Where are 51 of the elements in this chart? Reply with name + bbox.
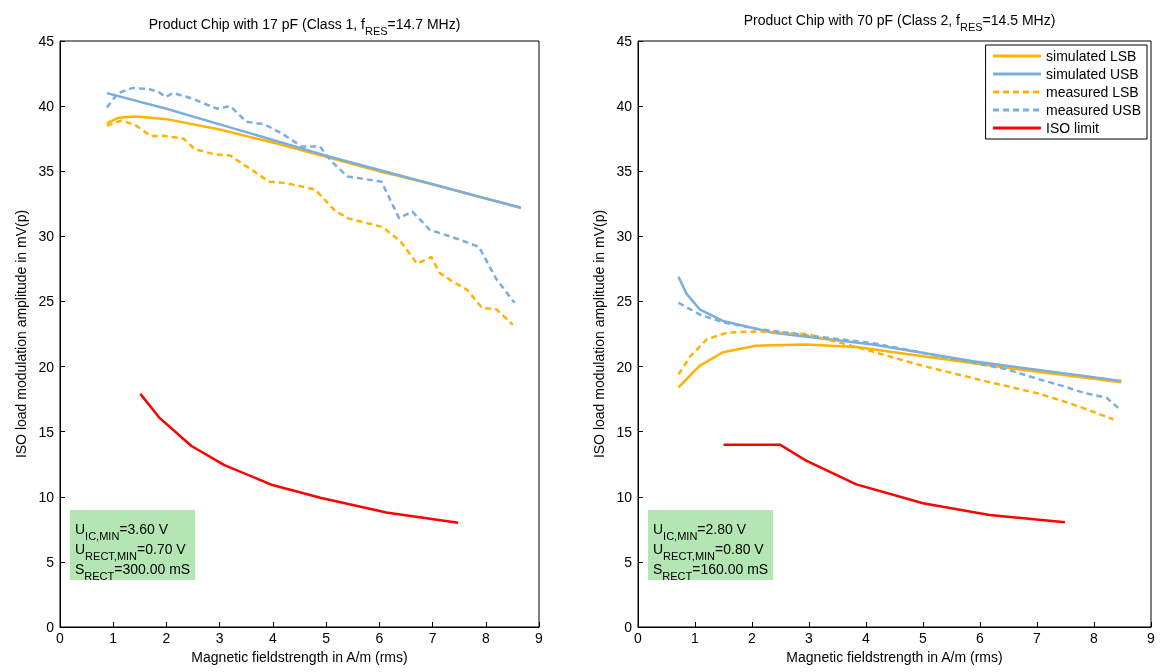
line-series <box>139 392 460 525</box>
y-tick-label: 45 <box>616 33 633 49</box>
x-tick-label: 9 <box>1147 630 1156 646</box>
legend-label: simulated LSB <box>1046 48 1137 64</box>
x-tick-label: 1 <box>691 630 700 646</box>
y-tick-label: 35 <box>38 163 55 180</box>
y-tick-label: 5 <box>624 553 633 570</box>
x-tick-label: 4 <box>862 630 871 646</box>
x-tick-label: 1 <box>109 630 118 646</box>
legend-label: ISO limit <box>1046 120 1100 136</box>
x-tick-label: 8 <box>1090 630 1099 646</box>
legend-label: simulated USB <box>1046 66 1139 82</box>
y-tick-label: 5 <box>46 553 55 570</box>
x-tick-label: 8 <box>481 630 490 646</box>
x-tick-label: 5 <box>919 630 928 646</box>
y-tick-label: 35 <box>616 163 633 180</box>
line-series <box>722 443 1067 524</box>
y-tick-label: 10 <box>616 488 633 505</box>
y-axis-title: ISO load modulation amplitude in mV(p) <box>590 209 607 459</box>
x-tick-label: 6 <box>976 630 985 646</box>
x-tick-label: 0 <box>634 630 643 646</box>
y-tick-label: 10 <box>38 488 55 505</box>
y-tick-label: 15 <box>616 423 633 440</box>
y-tick-label: 25 <box>38 293 55 310</box>
x-tick-label: 6 <box>375 630 384 646</box>
x-tick-label: 2 <box>162 630 171 646</box>
x-tick-label: 0 <box>56 630 65 646</box>
y-tick-label: 15 <box>38 423 55 440</box>
y-tick-label: 40 <box>38 98 55 115</box>
y-tick-label: 20 <box>38 358 55 375</box>
y-tick-label: 0 <box>624 619 633 635</box>
x-tick-label: 3 <box>215 630 224 646</box>
y-axis-title: ISO load modulation amplitude in mV(p) <box>12 209 29 459</box>
x-tick-label: 4 <box>268 630 277 646</box>
y-tick-label: 40 <box>616 98 633 115</box>
x-tick-label: 3 <box>805 630 814 646</box>
x-tick-label: 7 <box>428 630 437 646</box>
y-tick-label: 30 <box>38 228 55 245</box>
x-tick-label: 2 <box>748 630 757 646</box>
y-tick-label: 0 <box>46 619 55 635</box>
y-tick-label: 30 <box>616 228 633 245</box>
y-tick-label: 20 <box>616 358 633 375</box>
x-tick-label: 7 <box>1033 630 1042 646</box>
legend-label: measured USB <box>1046 102 1142 118</box>
x-axis-title: Magnetic fieldstrength in A/m (rms) <box>191 648 408 665</box>
x-tick-label: 9 <box>535 630 544 646</box>
y-tick-label: 45 <box>38 33 55 49</box>
y-tick-label: 25 <box>616 293 633 310</box>
x-tick-label: 5 <box>322 630 331 646</box>
x-axis-title: Magnetic fieldstrength in A/m (rms) <box>786 648 1003 665</box>
legend-label: measured LSB <box>1046 84 1139 100</box>
